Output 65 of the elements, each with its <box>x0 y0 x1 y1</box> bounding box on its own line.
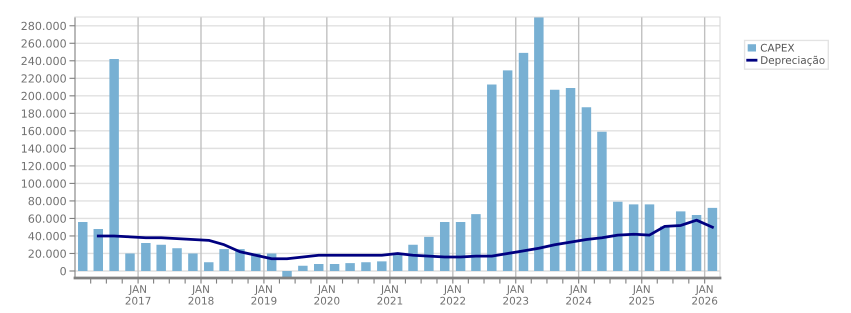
legend-label: Depreciação <box>761 56 825 66</box>
bar <box>188 253 198 271</box>
bar <box>94 228 104 271</box>
y-tick-label: 80.000 <box>28 196 66 206</box>
x-tick-label: JAN 2019 <box>251 285 276 305</box>
bar <box>78 222 88 271</box>
x-tick-label: JAN 2026 <box>692 285 718 305</box>
y-tick-label: 0 <box>60 266 66 276</box>
bar <box>502 70 512 271</box>
line-series <box>96 218 714 260</box>
y-tick-label: 100.000 <box>22 179 66 188</box>
bar <box>361 262 371 271</box>
bar <box>219 249 229 271</box>
legend-label: CAPEX <box>760 44 794 52</box>
bar <box>613 202 623 271</box>
bar <box>628 204 638 271</box>
bar <box>597 132 607 271</box>
bar <box>156 244 166 271</box>
y-tick-label: 280.000 <box>22 22 66 30</box>
bar <box>566 88 576 271</box>
bar <box>314 264 324 271</box>
x-tick-label: JAN 2025 <box>629 285 654 305</box>
bar <box>487 84 497 271</box>
y-tick-label: 240.000 <box>22 56 66 66</box>
bar <box>392 254 402 271</box>
bar <box>471 214 481 271</box>
x-tick-label: JAN 2017 <box>126 285 150 305</box>
x-tick-label: JAN 2024 <box>566 285 592 305</box>
bar <box>550 90 560 271</box>
x-tick-label: JAN 2022 <box>440 285 466 305</box>
bar <box>456 222 466 271</box>
bar <box>644 204 654 271</box>
bar <box>676 211 686 271</box>
bar <box>424 236 434 271</box>
x-tick-label: JAN 2023 <box>503 285 528 305</box>
bar <box>345 263 355 271</box>
x-tick-label: JAN 2020 <box>314 285 340 305</box>
x-tick-label: JAN 2018 <box>188 285 214 305</box>
bar <box>534 17 544 271</box>
bar <box>692 214 702 271</box>
y-tick-label: 20.000 <box>28 249 66 258</box>
y-tick-label: 140.000 <box>22 144 66 153</box>
bar <box>172 248 182 271</box>
bar <box>377 261 387 271</box>
y-tick-label: 260.000 <box>22 39 66 48</box>
y-tick-label: 200.000 <box>22 92 66 100</box>
bar <box>518 52 528 271</box>
bar <box>109 59 119 271</box>
bar <box>582 107 592 271</box>
bar <box>204 262 214 271</box>
x-tick-label: JAN 2021 <box>377 285 402 305</box>
bar <box>660 226 670 271</box>
bar <box>440 222 450 271</box>
bar <box>298 266 308 271</box>
y-tick-label: 60.000 <box>28 214 66 223</box>
y-tick-label: 120.000 <box>22 162 66 170</box>
y-tick-label: 180.000 <box>22 109 66 118</box>
bar <box>330 264 340 271</box>
bar <box>141 242 151 271</box>
y-tick-label: 40.000 <box>28 232 66 240</box>
bar <box>708 208 718 271</box>
bar <box>282 270 292 278</box>
y-tick-label: 220.000 <box>22 74 66 83</box>
y-tick-label: 160.000 <box>22 126 66 136</box>
bar <box>125 253 135 271</box>
